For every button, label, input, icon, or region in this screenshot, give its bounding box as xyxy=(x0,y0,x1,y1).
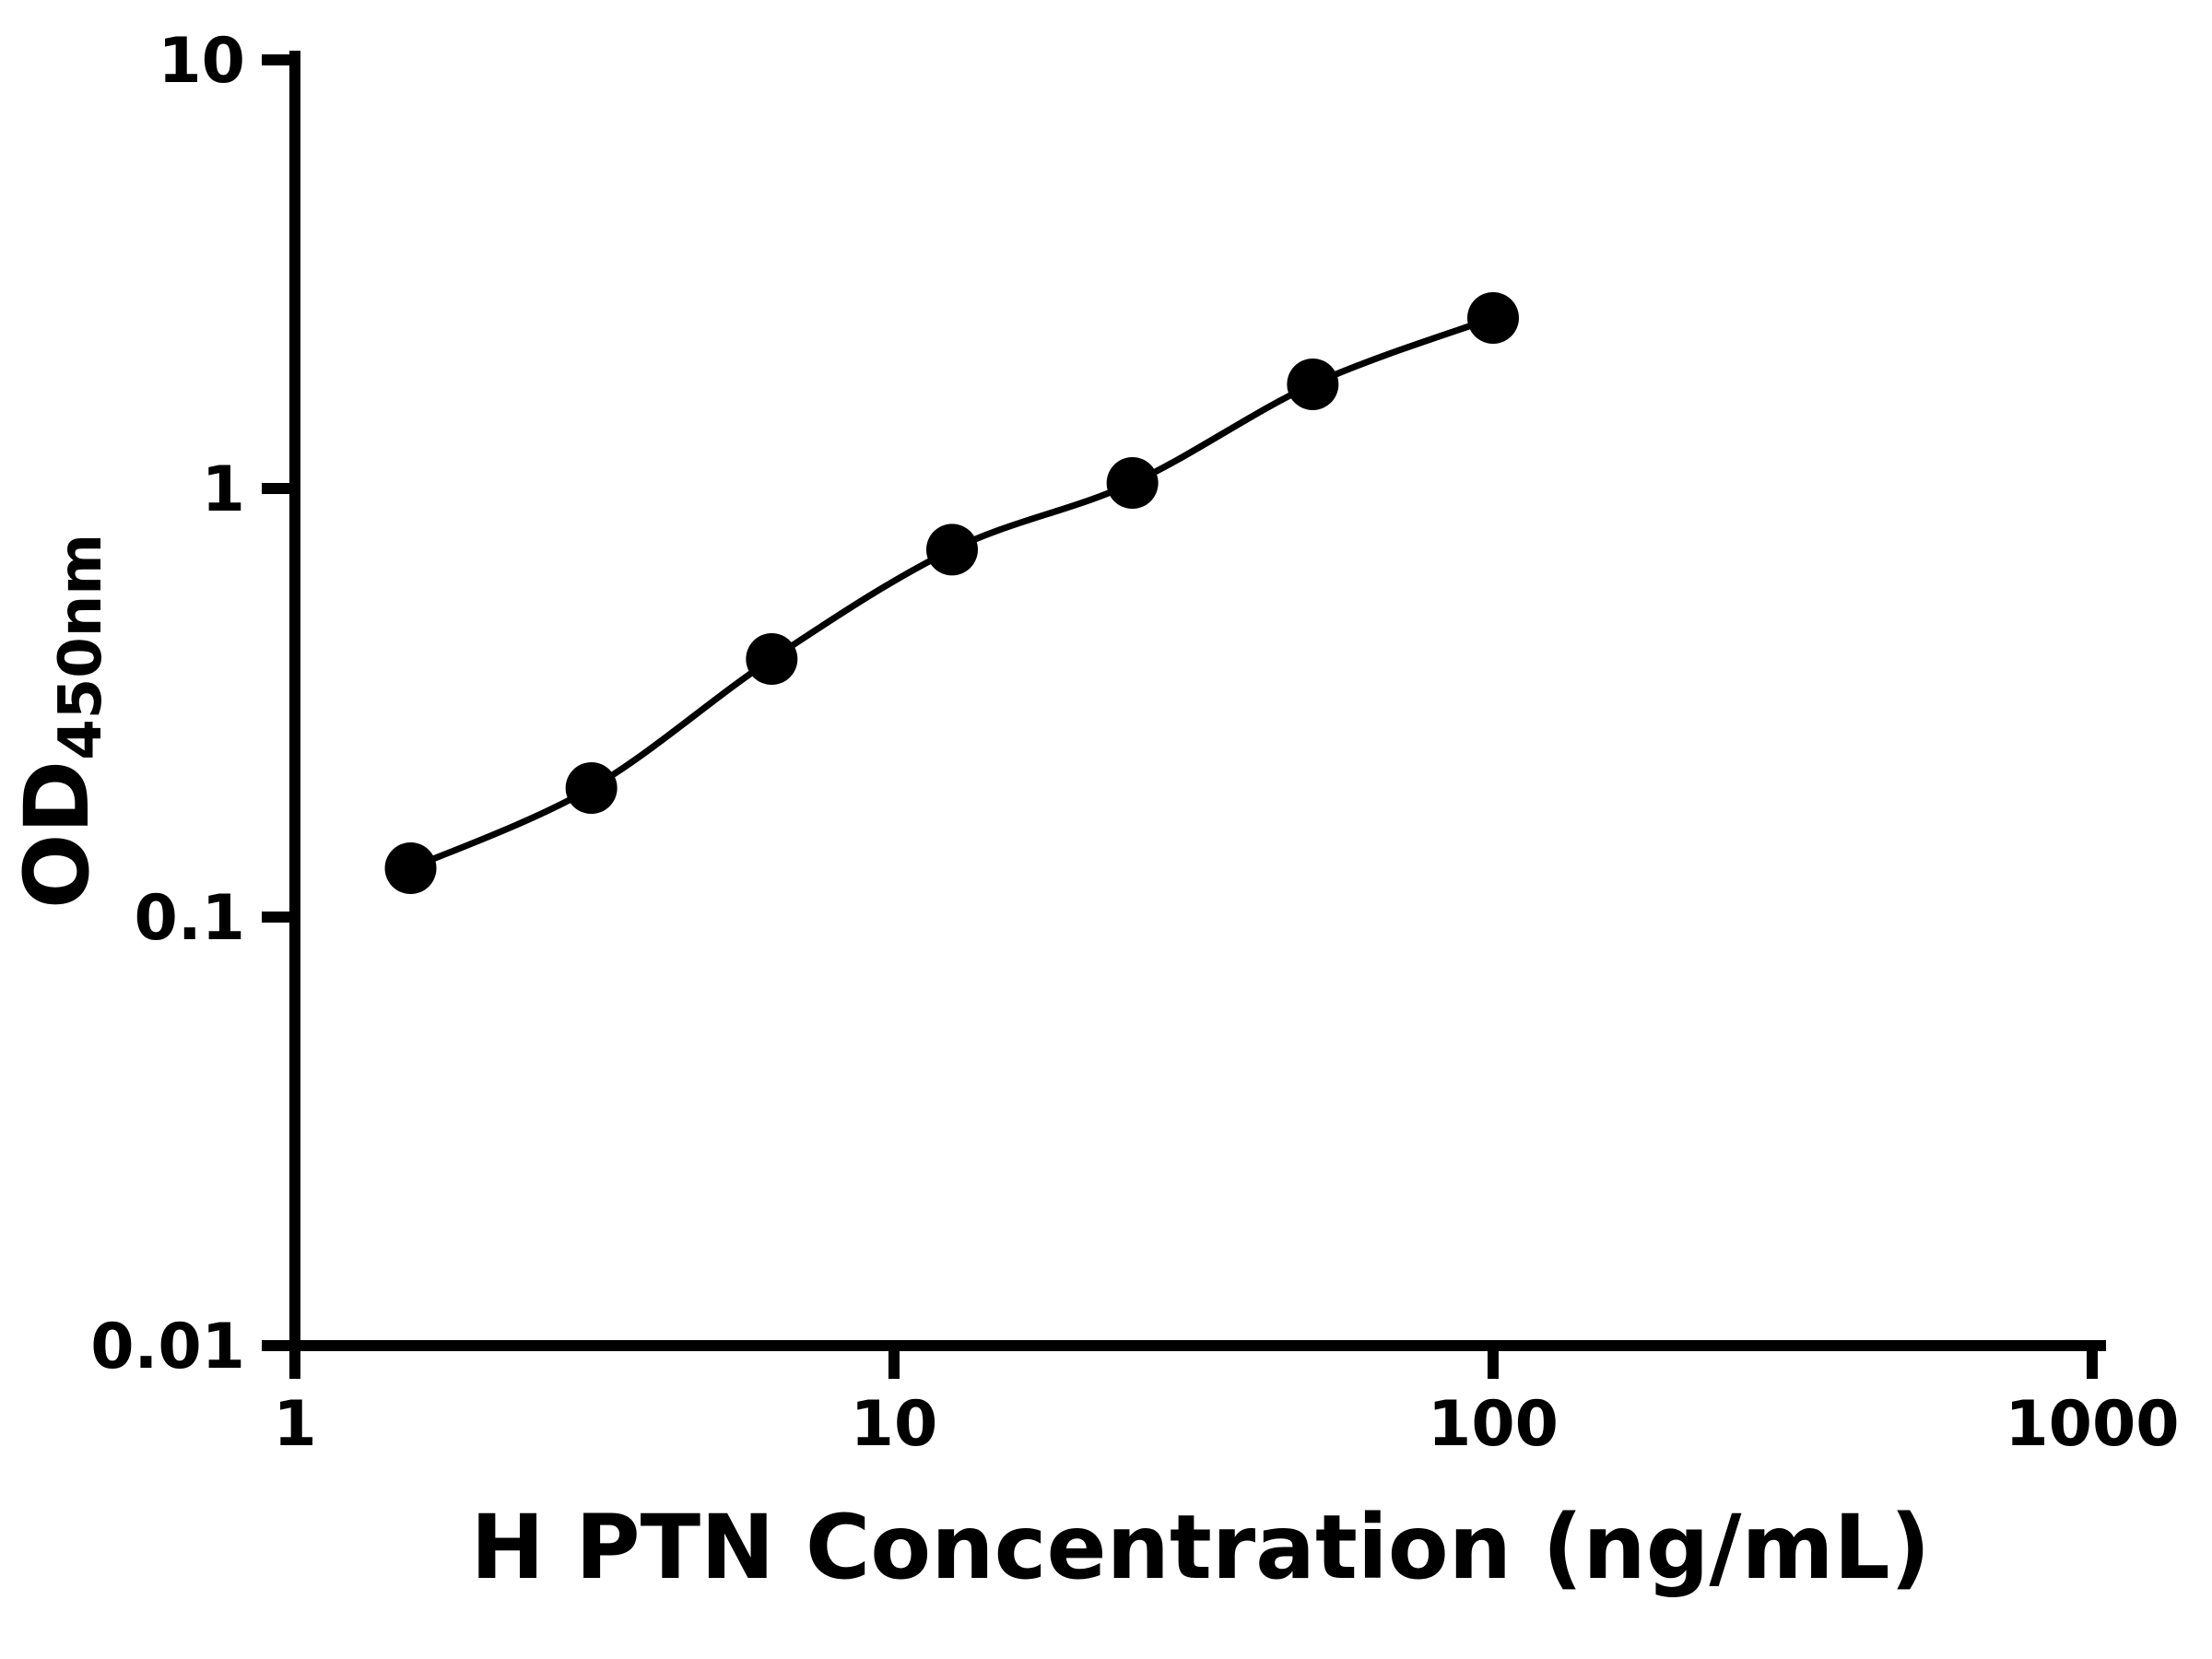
y-tick-label: 0.1 xyxy=(135,882,245,955)
y-axis-label: OD450nm xyxy=(6,534,115,909)
data-point xyxy=(384,842,437,895)
y-axis-label-main: OD xyxy=(6,760,109,909)
data-point xyxy=(1287,358,1339,410)
x-axis-label: H PTN Concentration (ng/mL) xyxy=(470,1496,1930,1599)
x-tick-label: 1 xyxy=(273,1388,316,1461)
y-tick-label: 0.01 xyxy=(90,1311,245,1383)
data-point xyxy=(1106,457,1159,510)
data-point xyxy=(565,762,618,815)
y-tick-label: 1 xyxy=(202,453,245,526)
data-point xyxy=(925,524,978,576)
y-axis-label-subscript: 450nm xyxy=(47,534,115,760)
data-point xyxy=(746,633,798,686)
x-tick-label: 1000 xyxy=(2005,1388,2179,1461)
x-tick-label: 10 xyxy=(851,1388,938,1461)
data-point xyxy=(1467,291,1519,344)
x-tick-label: 100 xyxy=(1428,1388,1559,1461)
y-tick-label: 10 xyxy=(158,25,245,98)
